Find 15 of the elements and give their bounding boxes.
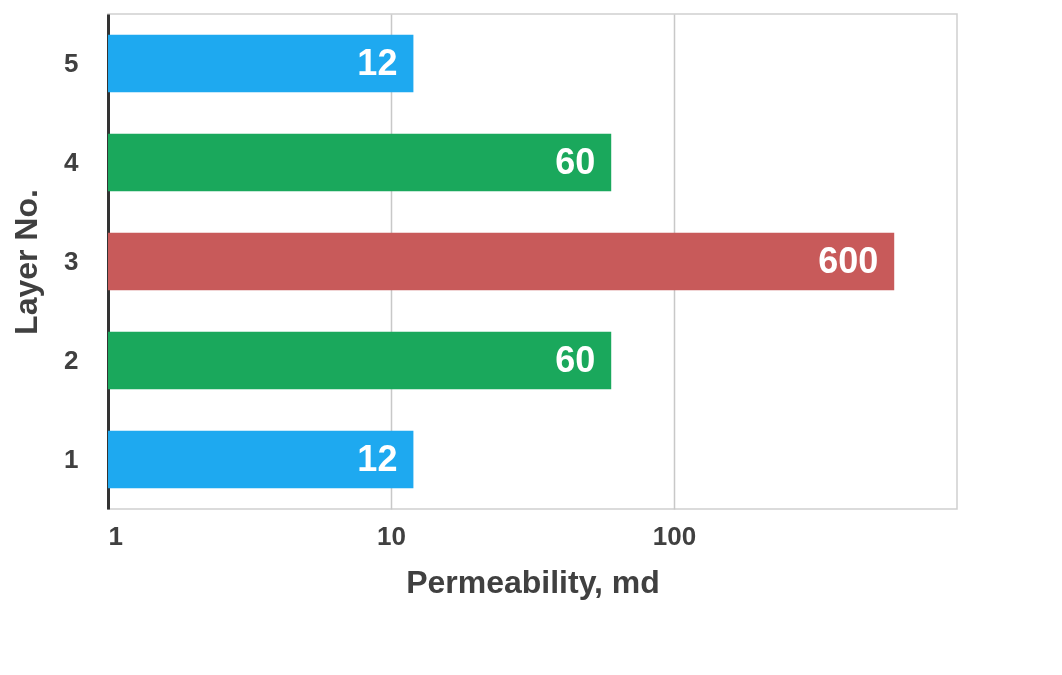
x-tick-label: 1 <box>108 520 123 551</box>
y-axis-title: Layer No. <box>8 189 45 335</box>
y-tick-label: 1 <box>64 443 79 474</box>
data-label: 12 <box>357 41 398 83</box>
x-axis-title: Permeability, md <box>406 563 660 600</box>
y-tick-label: 4 <box>64 146 80 177</box>
x-tick-label: 100 <box>652 520 697 551</box>
data-label: 12 <box>357 437 398 479</box>
data-label: 60 <box>555 140 596 182</box>
y-tick-label: 5 <box>64 47 79 78</box>
data-label: 600 <box>818 239 879 281</box>
data-label: 60 <box>555 338 596 380</box>
y-tick-label: 2 <box>64 344 79 375</box>
x-tick-label: 10 <box>377 520 406 551</box>
y-tick-label: 3 <box>64 245 79 276</box>
